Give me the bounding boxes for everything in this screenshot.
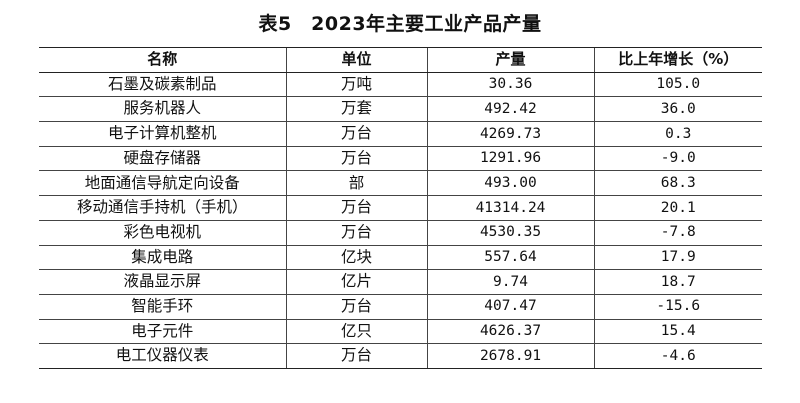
output-value: 2678.91 bbox=[426, 343, 594, 369]
table-row: 电工仪器仪表 万台 2678.91 -4.6 bbox=[39, 343, 762, 369]
product-name: 彩色电视机 bbox=[39, 220, 286, 246]
table-row: 电子元件 亿只 4626.37 15.4 bbox=[39, 319, 762, 345]
product-name: 智能手环 bbox=[39, 294, 286, 320]
production-table: 名称 单位 产量 比上年增长（%） 石墨及碳素制品 万吨 30.36 105.0 服务机… bbox=[39, 47, 762, 369]
growth-rate: 18.7 bbox=[593, 269, 762, 295]
output-value: 4626.37 bbox=[426, 319, 594, 345]
unit: 万台 bbox=[285, 195, 427, 221]
table-row: 服务机器人 万套 492.42 36.0 bbox=[39, 96, 762, 123]
unit: 亿块 bbox=[285, 245, 427, 271]
output-value: 1291.96 bbox=[426, 146, 594, 172]
unit: 万台 bbox=[285, 146, 427, 172]
table-title: 表5 2023年主要工业产品产量 bbox=[258, 13, 542, 35]
growth-rate: 36.0 bbox=[593, 96, 762, 123]
unit: 万台 bbox=[285, 220, 427, 246]
output-value: 493.00 bbox=[426, 170, 594, 197]
unit: 万吨 bbox=[285, 72, 427, 98]
output-value: 41314.24 bbox=[426, 195, 594, 221]
product-name: 液晶显示屏 bbox=[39, 269, 286, 295]
output-value: 4269.73 bbox=[426, 121, 594, 147]
unit: 万台 bbox=[285, 343, 427, 369]
output-value: 30.36 bbox=[426, 72, 594, 98]
product-name: 地面通信导航定向设备 bbox=[39, 170, 286, 197]
product-name: 电工仪器仪表 bbox=[39, 343, 286, 369]
product-name: 集成电路 bbox=[39, 245, 286, 271]
output-value: 4530.35 bbox=[426, 220, 594, 246]
table-row: 集成电路 亿块 557.64 17.9 bbox=[39, 245, 762, 271]
table-row: 智能手环 万台 407.47 -15.6 bbox=[39, 294, 762, 320]
product-name: 电子元件 bbox=[39, 319, 286, 345]
table-body: 石墨及碳素制品 万吨 30.36 105.0 服务机器人 万套 492.42 36.0 电子计算… bbox=[39, 72, 762, 369]
growth-rate: 68.3 bbox=[593, 170, 762, 197]
header-name: 名称 bbox=[39, 47, 286, 73]
output-value: 492.42 bbox=[426, 96, 594, 123]
header-row: 名称 单位 产量 比上年增长（%） bbox=[39, 47, 762, 73]
growth-rate: 20.1 bbox=[593, 195, 762, 221]
header-output: 产量 bbox=[426, 47, 594, 73]
product-name: 硬盘存储器 bbox=[39, 146, 286, 172]
table-row: 电子计算机整机 万台 4269.73 0.3 bbox=[39, 121, 762, 147]
growth-rate: 105.0 bbox=[593, 72, 762, 98]
growth-rate: -15.6 bbox=[593, 294, 762, 320]
table-row: 硬盘存储器 万台 1291.96 -9.0 bbox=[39, 146, 762, 172]
growth-rate: -7.8 bbox=[593, 220, 762, 246]
output-value: 407.47 bbox=[426, 294, 594, 320]
unit: 万台 bbox=[285, 121, 427, 147]
unit: 万套 bbox=[285, 96, 427, 123]
product-name: 石墨及碳素制品 bbox=[39, 72, 286, 98]
unit: 亿片 bbox=[285, 269, 427, 295]
growth-rate: 0.3 bbox=[593, 121, 762, 147]
header-unit: 单位 bbox=[285, 47, 427, 73]
output-value: 557.64 bbox=[426, 245, 594, 271]
table-row: 石墨及碳素制品 万吨 30.36 105.0 bbox=[39, 72, 762, 98]
output-value: 9.74 bbox=[426, 269, 594, 295]
table-row: 地面通信导航定向设备部 493.00 68.3 bbox=[39, 170, 762, 197]
table-row: 液晶显示屏 亿片 9.74 18.7 bbox=[39, 269, 762, 295]
table-row: 彩色电视机 万台 4530.35 -7.8 bbox=[39, 220, 762, 246]
product-name: 电子计算机整机 bbox=[39, 121, 286, 147]
growth-rate: 15.4 bbox=[593, 319, 762, 345]
table-row: 移动通信手持机（手机） 万台 41314.24 20.1 bbox=[39, 195, 762, 221]
unit: 部 bbox=[285, 170, 427, 197]
growth-rate: -9.0 bbox=[593, 146, 762, 172]
product-name: 服务机器人 bbox=[39, 96, 286, 123]
product-name: 移动通信手持机（手机） bbox=[39, 195, 286, 221]
growth-rate: -4.6 bbox=[593, 343, 762, 369]
unit: 万台 bbox=[285, 294, 427, 320]
unit: 亿只 bbox=[285, 319, 427, 345]
growth-rate: 17.9 bbox=[593, 245, 762, 271]
header-growth: 比上年增长（%） bbox=[593, 47, 762, 73]
